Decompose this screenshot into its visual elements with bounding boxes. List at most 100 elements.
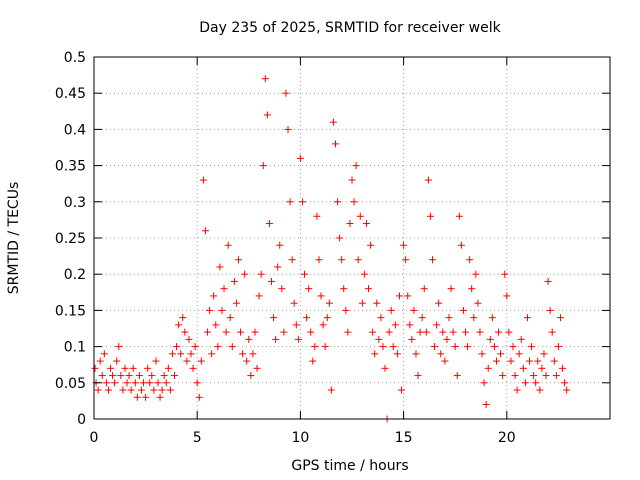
data-point [443, 335, 451, 343]
data-point [528, 343, 536, 351]
data-point [478, 350, 486, 358]
data-point [179, 314, 187, 322]
data-point [140, 379, 148, 387]
data-point [282, 89, 290, 97]
data-point [552, 372, 560, 380]
data-point [307, 328, 315, 336]
data-point [317, 292, 325, 300]
data-point [352, 162, 360, 170]
data-point [435, 299, 443, 307]
y-tick-label: 0.35 [55, 159, 86, 175]
data-point [556, 314, 564, 322]
data-point [107, 364, 115, 372]
data-point [173, 343, 181, 351]
data-point [517, 335, 525, 343]
x-tick-label: 15 [395, 430, 413, 446]
data-point [534, 357, 542, 365]
data-point [255, 292, 263, 300]
data-point [327, 386, 335, 394]
data-point [175, 321, 183, 329]
data-point [532, 379, 540, 387]
data-point [104, 386, 112, 394]
data-point [550, 357, 558, 365]
data-point [507, 357, 515, 365]
data-point [129, 364, 137, 372]
data-point [220, 285, 228, 293]
data-point [369, 328, 377, 336]
data-point [187, 350, 195, 358]
data-point [398, 386, 406, 394]
data-point [499, 372, 507, 380]
data-point [416, 328, 424, 336]
data-point [377, 314, 385, 322]
data-point [111, 379, 119, 387]
data-point [144, 364, 152, 372]
data-point [301, 270, 309, 278]
data-point [360, 270, 368, 278]
data-point [117, 372, 125, 380]
data-point [350, 198, 358, 206]
data-point [447, 285, 455, 293]
data-point [331, 140, 339, 148]
data-point [226, 314, 234, 322]
data-point [509, 343, 517, 351]
data-point [133, 393, 141, 401]
data-point [309, 357, 317, 365]
data-point [315, 256, 323, 264]
x-axis-title: GPS time / hours [291, 458, 408, 474]
data-point [142, 393, 150, 401]
data-point [212, 321, 220, 329]
data-point [127, 386, 135, 394]
data-point [154, 379, 162, 387]
y-tick-label: 0.2 [64, 267, 86, 283]
data-point [206, 306, 214, 314]
data-point [224, 241, 232, 249]
data-point [261, 75, 269, 83]
data-point [319, 321, 327, 329]
data-point [121, 364, 129, 372]
data-point [559, 364, 567, 372]
data-point [373, 299, 381, 307]
data-point [259, 162, 267, 170]
data-point [268, 277, 276, 285]
data-point [426, 212, 434, 220]
data-point [201, 227, 209, 235]
data-point [230, 277, 238, 285]
data-point [422, 328, 430, 336]
data-point [511, 372, 519, 380]
chart-title: Day 235 of 2025, SRMTID for receiver wel… [199, 20, 501, 36]
data-point [538, 364, 546, 372]
data-point [237, 328, 245, 336]
x-tick-label: 10 [291, 430, 309, 446]
data-point [414, 372, 422, 380]
data-point [424, 176, 432, 184]
y-tick-label: 0.4 [64, 122, 86, 138]
data-point [183, 357, 191, 365]
data-point [348, 176, 356, 184]
data-point [278, 285, 286, 293]
data-point [263, 111, 271, 119]
data-point [554, 343, 562, 351]
data-point [540, 350, 548, 358]
data-point [119, 386, 127, 394]
data-point [197, 357, 205, 365]
data-point [379, 343, 387, 351]
data-point [385, 328, 393, 336]
data-point [303, 314, 311, 322]
data-point [453, 372, 461, 380]
data-point [135, 372, 143, 380]
data-point [98, 372, 106, 380]
data-point [113, 357, 121, 365]
data-points [91, 75, 571, 423]
data-point [455, 212, 463, 220]
data-point [290, 299, 298, 307]
data-point [195, 393, 203, 401]
data-point [459, 306, 467, 314]
data-point [497, 350, 505, 358]
data-point [476, 328, 484, 336]
data-point [410, 306, 418, 314]
data-point [234, 256, 242, 264]
data-point [284, 125, 292, 133]
data-point [253, 364, 261, 372]
